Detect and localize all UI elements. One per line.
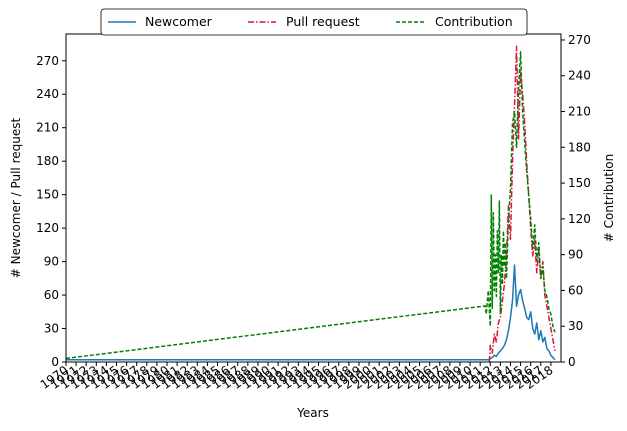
- right-axis: 0 30 60 90 120 150 180 210 240 270: [561, 33, 591, 369]
- right-tick-label: 210: [568, 105, 591, 119]
- series-line-newcomer: [66, 264, 556, 361]
- right-tick-label: 30: [568, 319, 583, 333]
- left-tick-label: 150: [36, 188, 59, 202]
- legend-label-contribution: Contribution: [435, 14, 513, 29]
- right-tick-label: 150: [568, 176, 591, 190]
- left-axis-label: # Newcomer / Pull request: [9, 118, 23, 279]
- series-line-contribution: [65, 51, 556, 360]
- right-tick-label: 120: [568, 212, 591, 226]
- plot-lines: [65, 45, 556, 363]
- left-axis: 0 30 60 90 120 150 180 210 240 270: [36, 54, 66, 369]
- right-axis-label: # Contribution: [602, 154, 616, 242]
- left-tick-label: 210: [36, 121, 59, 135]
- right-tick-label: 270: [568, 33, 591, 47]
- left-tick-label: 120: [36, 221, 59, 235]
- right-tick-label: 90: [568, 248, 583, 262]
- left-tick-label: 90: [44, 255, 59, 269]
- x-axis-label: Years: [296, 406, 329, 420]
- left-tick-label: 180: [36, 154, 59, 168]
- legend-box: [100, 8, 528, 36]
- right-tick-label: 60: [568, 283, 583, 297]
- right-tick-label: 0: [568, 355, 576, 369]
- x-axis: 1970197119721973197419751976197719781979…: [38, 362, 556, 392]
- left-tick-label: 240: [36, 87, 59, 101]
- right-tick-label: 180: [568, 140, 591, 154]
- legend: Newcomer Pull request Contribution: [100, 8, 528, 36]
- legend-label-pull-request: Pull request: [286, 14, 360, 29]
- legend-label-newcomer: Newcomer: [145, 14, 213, 29]
- left-tick-label: 30: [44, 322, 59, 336]
- left-tick-label: 0: [51, 355, 59, 369]
- right-tick-label: 240: [568, 69, 591, 83]
- left-tick-label: 270: [36, 54, 59, 68]
- left-tick-label: 60: [44, 288, 59, 302]
